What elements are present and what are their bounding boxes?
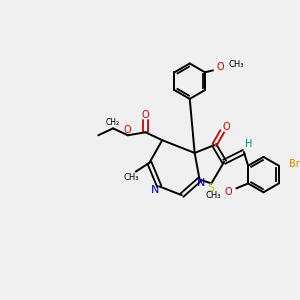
Text: CH₃: CH₃ [123,173,139,182]
Text: CH₃: CH₃ [229,60,244,69]
Text: O: O [142,110,149,120]
Text: N: N [151,185,160,195]
Text: O: O [222,122,230,132]
Text: O: O [225,187,232,197]
Text: N: N [197,178,206,188]
Text: O: O [124,125,132,135]
Text: CH₂: CH₂ [106,118,120,127]
Text: O: O [217,62,225,72]
Text: CH₃: CH₃ [205,191,220,200]
Text: S: S [207,183,214,193]
Text: Br: Br [289,159,299,169]
Text: H: H [245,139,252,149]
